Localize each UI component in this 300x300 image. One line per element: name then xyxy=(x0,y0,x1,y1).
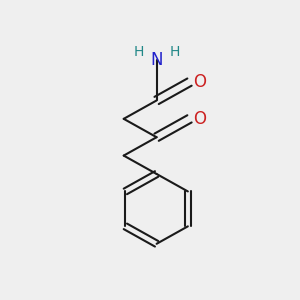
Text: O: O xyxy=(193,73,206,91)
Text: H: H xyxy=(169,45,180,59)
Text: N: N xyxy=(150,51,163,69)
Text: H: H xyxy=(133,45,144,59)
Text: O: O xyxy=(193,110,206,128)
